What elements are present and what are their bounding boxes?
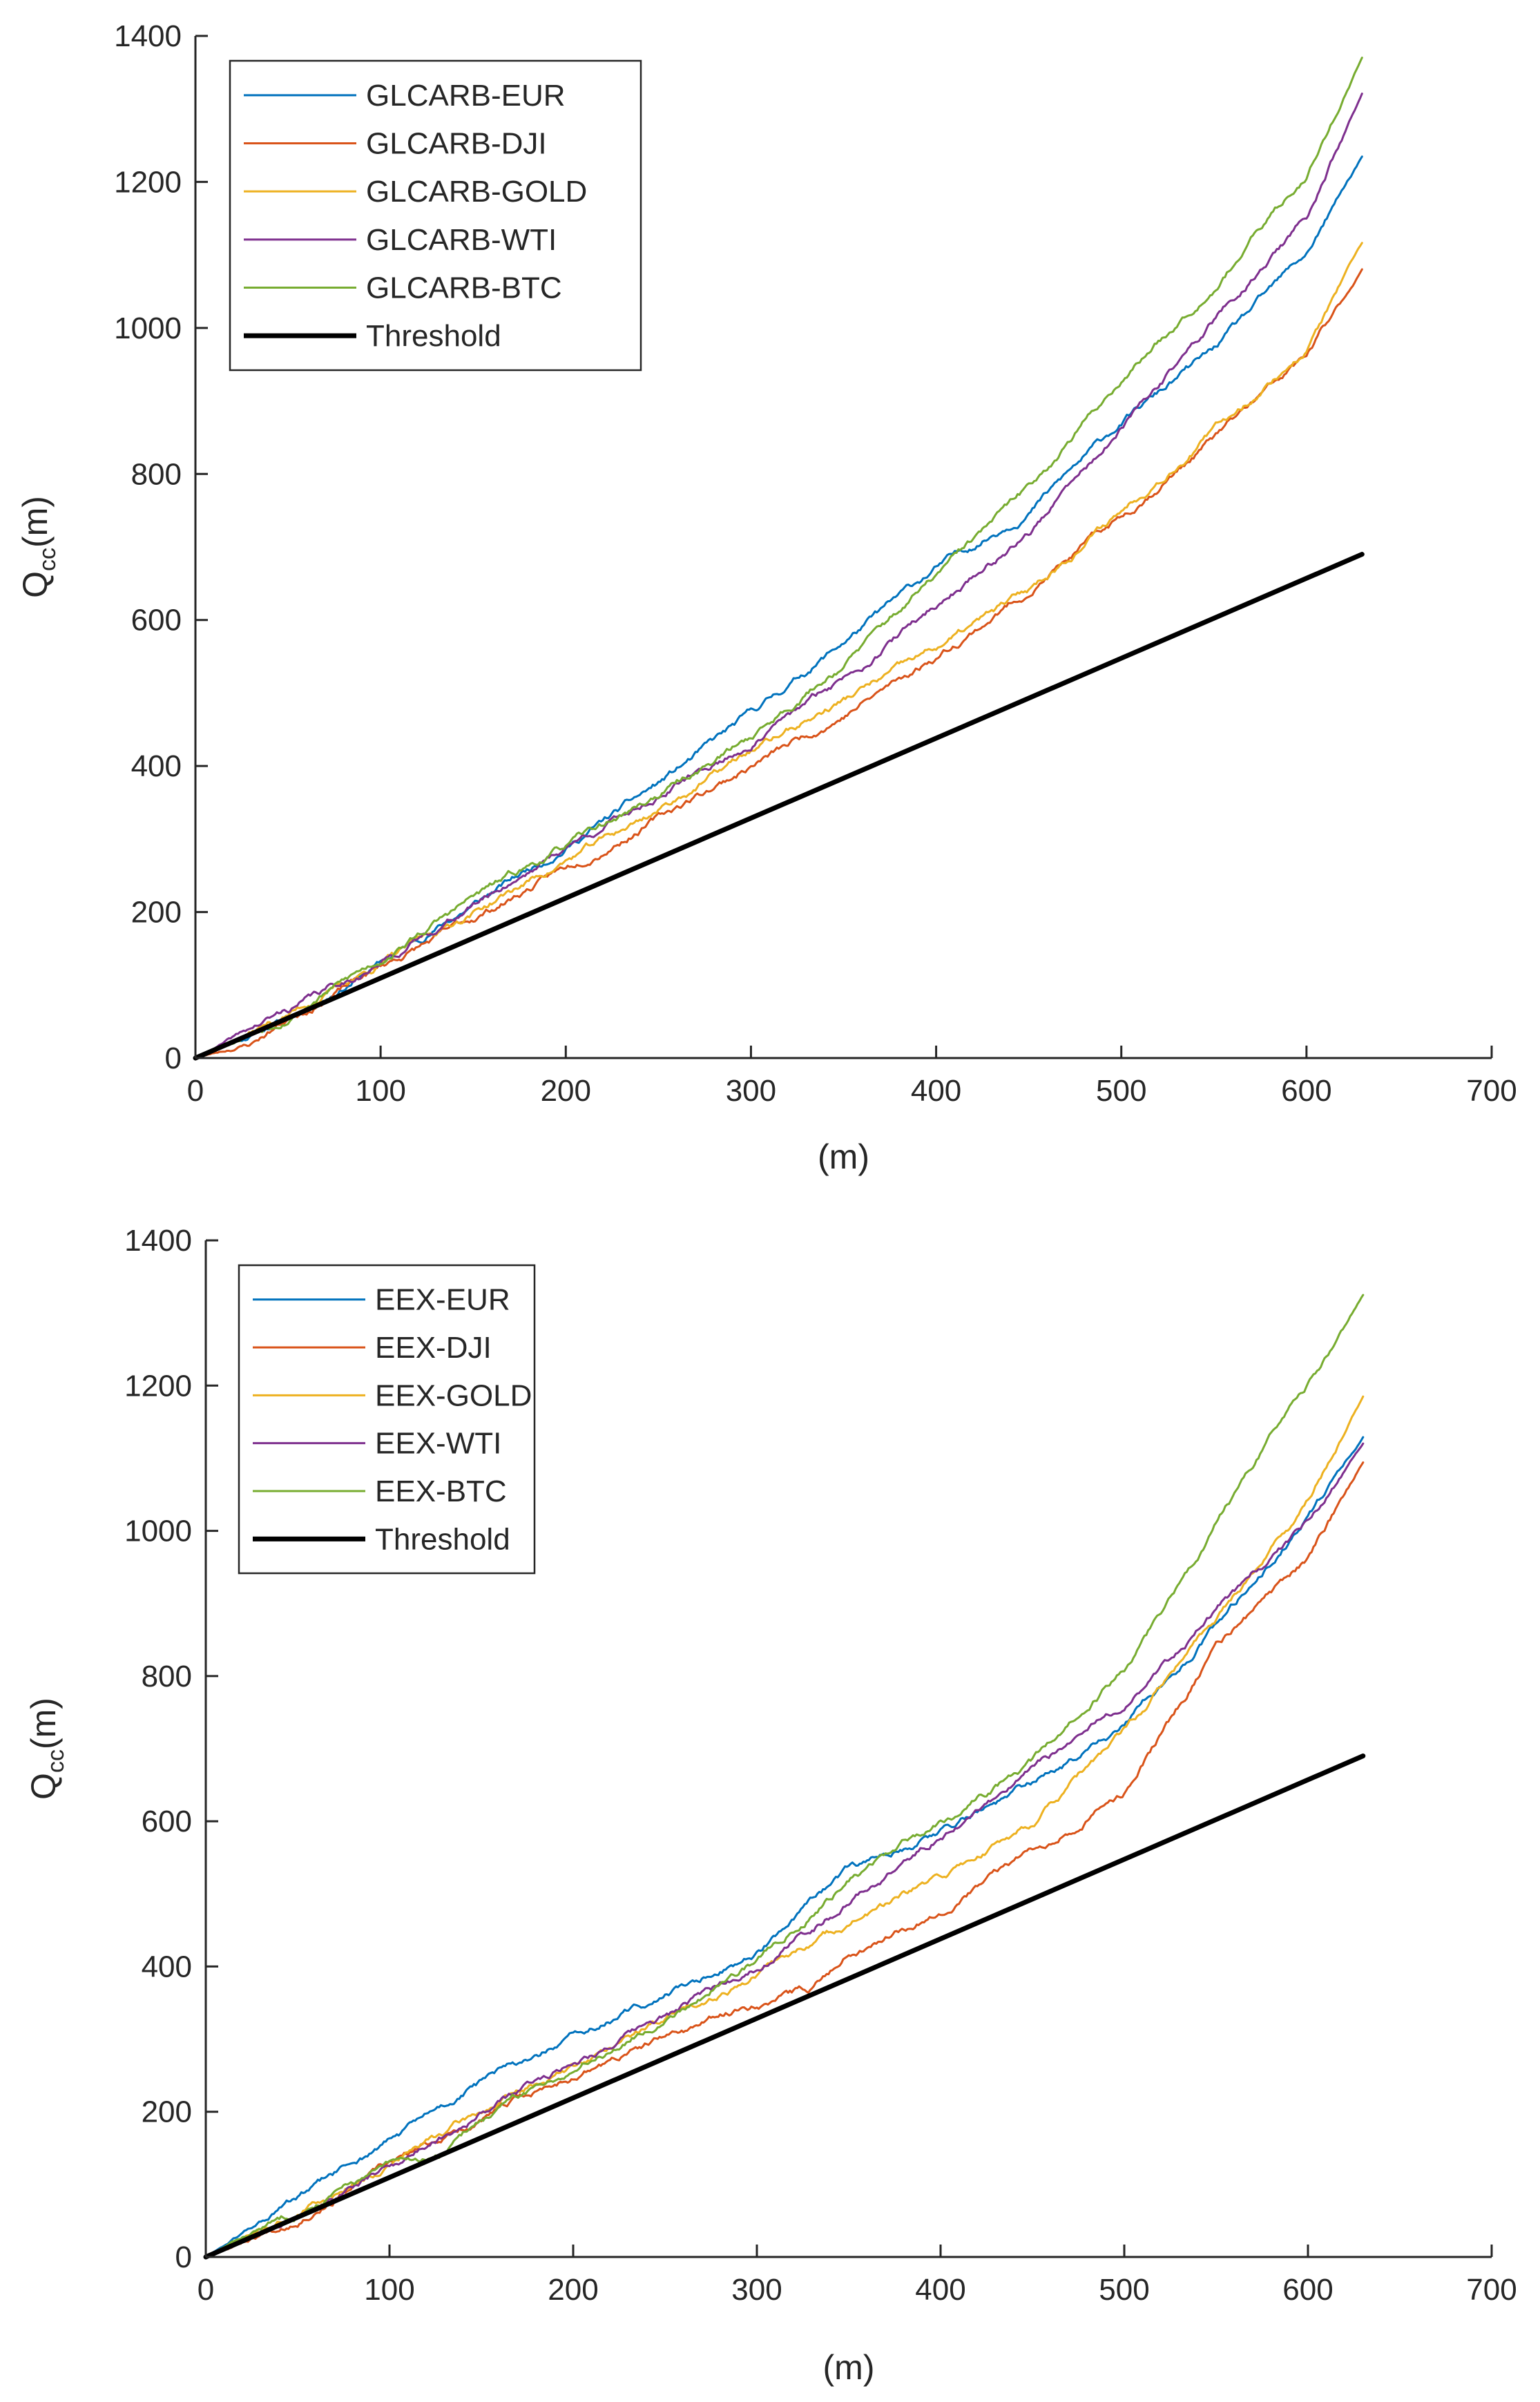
series-line-eex-eur — [204, 1436, 1365, 2258]
y-tick-label: 600 — [131, 604, 182, 637]
y-tick-label: 400 — [142, 1950, 192, 1983]
x-axis-label: (m) — [818, 1137, 869, 1176]
legend-label-eex-wti: EEX-WTI — [375, 1427, 501, 1461]
series-line-threshold — [203, 1754, 1366, 2260]
legend-label-glcarb-gold: GLCARB-GOLD — [366, 175, 587, 209]
legend-box — [229, 59, 642, 372]
y-tick-label: 800 — [142, 1660, 192, 1693]
y-tick-label: 0 — [175, 2240, 192, 2274]
legend-box — [238, 1264, 536, 1575]
y-axis-label: Qcc(m) — [16, 496, 61, 598]
legend-label-glcarb-dji: GLCARB-DJI — [366, 127, 547, 161]
y-tick-label: 1200 — [124, 1369, 192, 1403]
legend: EEX-EUR EEX-DJI EEX-GOLD EEX-WTI EEX-BTC Thre… — [238, 1264, 536, 1575]
legend-label-threshold: Threshold — [375, 1522, 510, 1556]
x-tick-label: 700 — [1466, 1074, 1517, 1108]
x-tick-label: 500 — [1096, 1074, 1146, 1108]
y-axis-label: Qcc(m) — [24, 1698, 69, 1800]
y-tick-label: 1200 — [114, 165, 182, 199]
y-tick-label: 1400 — [124, 1224, 192, 1258]
legend-label-glcarb-eur: GLCARB-EUR — [366, 79, 566, 113]
x-tick-label: 600 — [1282, 2273, 1333, 2307]
y-tick-label: 800 — [131, 457, 182, 491]
legend-label-glcarb-wti: GLCARB-WTI — [366, 223, 557, 257]
y-tick-label: 0 — [165, 1041, 182, 1075]
legend-label-eex-dji: EEX-DJI — [375, 1331, 492, 1365]
legend: GLCARB-EUR GLCARB-DJI GLCARB-GOLD GLCARB-WT… — [229, 59, 642, 372]
x-tick-label: 0 — [198, 2273, 214, 2307]
x-tick-label: 0 — [187, 1074, 204, 1108]
series-line-eex-gold — [204, 1395, 1365, 2258]
y-tick-label: 400 — [131, 749, 182, 783]
y-tick-label: 1400 — [114, 19, 182, 53]
series-line-glcarb-wti — [194, 93, 1363, 1059]
series-line-eex-btc — [204, 1294, 1365, 2258]
y-tick-label: 200 — [131, 896, 182, 930]
y-tick-label: 200 — [142, 2095, 192, 2129]
x-tick-label: 200 — [548, 2273, 598, 2307]
y-tick-label: 600 — [142, 1805, 192, 1838]
x-tick-label: 600 — [1281, 1074, 1331, 1108]
series-line-threshold — [193, 552, 1365, 1061]
x-tick-label: 200 — [541, 1074, 591, 1108]
series-line-glcarb-btc — [194, 57, 1363, 1059]
legend-label-threshold: Threshold — [366, 319, 501, 353]
x-tick-label: 300 — [726, 1074, 776, 1108]
legend-label-eex-gold: EEX-GOLD — [375, 1378, 532, 1412]
y-tick-label: 1000 — [124, 1515, 192, 1548]
x-tick-label: 500 — [1099, 2273, 1149, 2307]
chart-glcarb: 0 100 200 300 400 500 600 700 0 200 400 600 800 1000 1… — [16, 19, 1517, 1176]
chart-eex: 0 100 200 300 400 500 600 700 0 200 400 600 800 1000 1… — [24, 1224, 1517, 2387]
legend-label-eex-eur: EEX-EUR — [375, 1283, 510, 1317]
series-line-eex-dji — [204, 1461, 1365, 2258]
series-line-glcarb-dji — [194, 268, 1363, 1059]
legend-label-eex-btc: EEX-BTC — [375, 1474, 507, 1508]
x-tick-label: 300 — [731, 2273, 782, 2307]
x-axis-label: (m) — [823, 2348, 875, 2387]
legend-label-glcarb-btc: GLCARB-BTC — [366, 271, 562, 305]
series-line-eex-wti — [204, 1442, 1365, 2258]
x-tick-label: 100 — [364, 2273, 414, 2307]
x-tick-label: 400 — [911, 1074, 961, 1108]
x-tick-label: 700 — [1466, 2273, 1517, 2307]
x-tick-label: 100 — [355, 1074, 405, 1108]
x-tick-label: 400 — [915, 2273, 965, 2307]
y-tick-label: 1000 — [114, 311, 182, 345]
